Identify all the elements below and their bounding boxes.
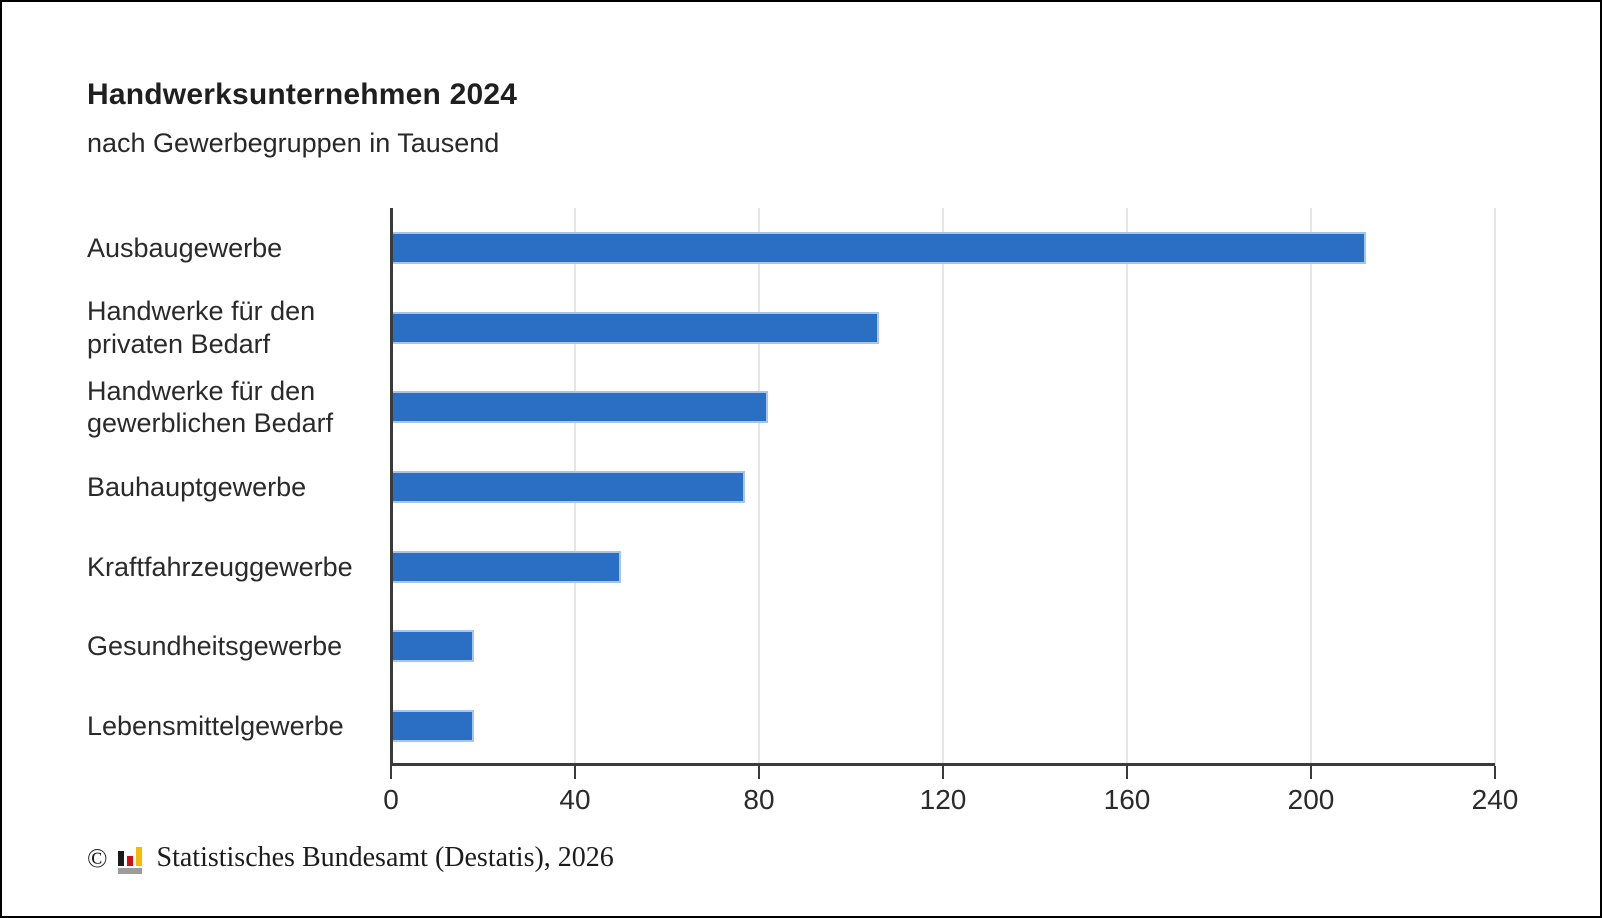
category-label: Bauhauptgewerbe <box>87 471 307 502</box>
plot-area: 0 40 80 120 160 200 240 <box>383 208 1518 815</box>
x-axis-tick-label: 80 <box>743 784 775 815</box>
gridline <box>1494 208 1496 766</box>
gridline <box>1126 208 1128 766</box>
x-axis-tick <box>942 766 944 779</box>
bar <box>391 471 746 504</box>
x-axis-tick <box>1126 766 1128 779</box>
bar <box>391 550 621 583</box>
x-axis-tick-label: 240 <box>1471 784 1519 815</box>
bar <box>391 231 1367 264</box>
category-label-row: Handwerke für den privaten Bedarf <box>87 288 383 368</box>
y-axis-line <box>390 208 393 766</box>
category-label-row: Ausbaugewerbe <box>87 208 383 288</box>
x-axis-tick <box>574 766 576 779</box>
x-axis-tick-label: 0 <box>383 784 399 815</box>
x-axis-tick-label: 120 <box>919 784 967 815</box>
category-label: Gesundheitsgewerbe <box>87 631 343 662</box>
destatis-logo-icon <box>117 844 148 875</box>
source-text: Statistisches Bundesamt (Destatis), 2026 <box>156 842 614 873</box>
category-label-row: Gesundheitsgewerbe <box>87 607 383 687</box>
x-axis-tick <box>1310 766 1312 779</box>
bar-row <box>391 527 1495 607</box>
bar <box>391 311 879 344</box>
bar-series <box>391 208 1495 766</box>
gridline <box>1310 208 1312 766</box>
bar <box>391 630 474 663</box>
category-label: Handwerke für den privaten Bedarf <box>87 296 316 359</box>
chart-subtitle: nach Gewerbegruppen in Tausend <box>87 128 500 158</box>
category-label: Ausbaugewerbe <box>87 232 283 263</box>
x-axis-tick-label: 200 <box>1287 784 1335 815</box>
bar-row <box>391 447 1495 527</box>
x-axis-tick <box>1494 766 1496 779</box>
bar-row <box>391 367 1495 447</box>
source-attribution: © Statistisches Bundesamt (Destatis), 20… <box>87 842 614 874</box>
x-axis-tick <box>390 766 392 779</box>
bar-row <box>391 208 1495 288</box>
x-axis-line <box>390 763 1495 766</box>
category-axis-labels: Ausbaugewerbe Handwerke für den privaten … <box>87 208 383 766</box>
x-axis-tick-label: 40 <box>559 784 591 815</box>
bar-row <box>391 686 1495 766</box>
category-label: Kraftfahrzeuggewerbe <box>87 551 353 582</box>
bar <box>391 710 474 743</box>
copyright-symbol: © <box>87 842 108 873</box>
category-label-row: Kraftfahrzeuggewerbe <box>87 527 383 607</box>
chart-title: Handwerksunternehmen 2024 <box>87 78 518 111</box>
category-label: Handwerke für den gewerblichen Bedarf <box>87 375 334 439</box>
x-axis-tick <box>758 766 760 779</box>
bar <box>391 391 769 424</box>
bar-row <box>391 288 1495 368</box>
category-label-row: Lebensmittelgewerbe <box>87 686 383 766</box>
category-label-row: Bauhauptgewerbe <box>87 447 383 527</box>
gridline <box>942 208 944 766</box>
gridline <box>758 208 760 766</box>
category-label-row: Handwerke für den gewerblichen Bedarf <box>87 367 383 447</box>
x-axis-tick-label: 160 <box>1103 784 1151 815</box>
category-label: Lebensmittelgewerbe <box>87 710 344 741</box>
bar-row <box>391 607 1495 687</box>
